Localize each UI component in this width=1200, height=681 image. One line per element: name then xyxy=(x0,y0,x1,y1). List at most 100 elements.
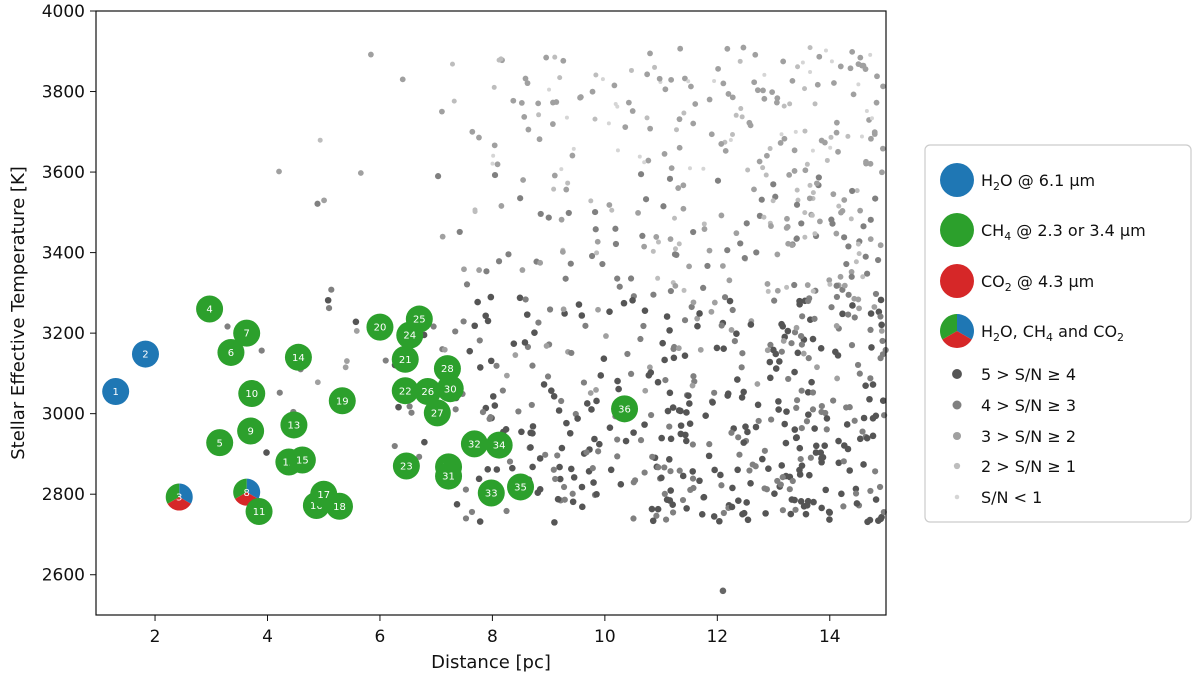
background-point xyxy=(783,224,790,231)
background-point xyxy=(569,152,576,159)
background-point xyxy=(408,409,415,416)
background-point xyxy=(747,480,754,487)
background-point xyxy=(857,207,864,214)
planet-number-label: 4 xyxy=(206,305,212,316)
background-point xyxy=(569,498,577,506)
background-point xyxy=(676,144,683,151)
background-point xyxy=(841,282,848,289)
background-point xyxy=(491,402,499,409)
background-point xyxy=(805,355,812,362)
background-point xyxy=(806,471,813,479)
planet-number-label: 8 xyxy=(244,488,250,499)
background-point xyxy=(701,166,706,171)
background-point xyxy=(774,251,781,258)
background-point xyxy=(729,94,736,101)
background-point xyxy=(683,505,690,512)
planet-marker xyxy=(284,343,312,371)
planet-number-label: 3 xyxy=(176,493,182,504)
background-point xyxy=(536,455,544,462)
background-point xyxy=(802,234,808,240)
background-point xyxy=(872,290,880,298)
background-point xyxy=(599,260,606,268)
background-point xyxy=(577,94,584,100)
planet-marker xyxy=(392,452,420,480)
background-point xyxy=(661,150,668,157)
background-point xyxy=(724,45,731,52)
background-point xyxy=(647,50,653,57)
background-point xyxy=(574,415,581,422)
planet-number-label: 35 xyxy=(514,483,527,494)
background-point xyxy=(739,510,746,518)
legend: H2O @ 6.1 µm CH4 @ 2.3 or 3.4 µm CO2 @ 4.3… xyxy=(924,144,1192,523)
background-point xyxy=(578,483,586,491)
background-point xyxy=(860,414,868,422)
background-point xyxy=(559,167,564,172)
background-point xyxy=(474,298,481,306)
background-point xyxy=(614,377,621,385)
y-tick-label: 4000 xyxy=(42,2,85,22)
pie-slice xyxy=(165,483,180,504)
background-point xyxy=(675,407,683,414)
background-point xyxy=(795,64,801,70)
background-point xyxy=(637,335,644,343)
background-point xyxy=(522,296,529,303)
background-point xyxy=(874,73,880,80)
background-point xyxy=(721,294,729,301)
background-point xyxy=(687,486,694,493)
planet-number-label: 7 xyxy=(244,329,250,340)
y-tick-label: 3600 xyxy=(42,163,85,183)
background-point xyxy=(687,166,692,171)
background-point xyxy=(510,340,518,347)
background-point xyxy=(818,408,825,416)
background-point xyxy=(867,310,875,317)
background-point xyxy=(263,449,270,456)
planet-number-label: 16 xyxy=(310,501,323,512)
planet-marker xyxy=(280,411,308,439)
background-point xyxy=(524,343,532,351)
background-point xyxy=(754,87,761,94)
background-point xyxy=(571,146,576,151)
background-point xyxy=(667,468,674,475)
x-tick-label: 10 xyxy=(594,627,616,647)
background-point xyxy=(641,421,648,428)
background-point xyxy=(603,333,609,339)
background-point xyxy=(833,129,840,136)
background-point xyxy=(752,423,760,431)
background-point xyxy=(712,79,717,84)
background-point xyxy=(711,466,718,474)
background-point xyxy=(799,313,806,320)
background-point xyxy=(675,345,682,352)
background-point xyxy=(650,248,656,254)
background-point xyxy=(506,458,514,465)
planet-marker xyxy=(328,387,356,415)
planet-number-label: 20 xyxy=(374,323,387,334)
background-point xyxy=(456,228,463,236)
background-point xyxy=(812,442,820,450)
background-point xyxy=(738,106,744,112)
background-point xyxy=(694,322,701,330)
background-point xyxy=(867,216,874,223)
background-point xyxy=(786,486,793,493)
legend-marker-sn xyxy=(952,369,962,379)
background-point xyxy=(761,214,767,220)
planet-marker xyxy=(206,429,234,457)
background-point xyxy=(609,207,615,213)
background-point xyxy=(851,314,858,321)
background-point xyxy=(832,348,839,356)
background-point xyxy=(877,355,884,362)
background-point xyxy=(662,86,669,93)
background-point xyxy=(641,243,648,250)
background-point xyxy=(752,51,759,58)
background-point xyxy=(789,77,796,84)
background-point xyxy=(818,403,825,410)
background-point xyxy=(836,203,842,209)
background-point xyxy=(688,303,695,311)
background-point xyxy=(744,516,752,524)
background-point xyxy=(739,350,746,357)
background-point xyxy=(588,406,595,413)
background-point xyxy=(325,304,333,312)
background-point xyxy=(382,357,389,364)
background-point xyxy=(441,346,448,353)
background-point xyxy=(751,79,758,86)
background-point xyxy=(718,212,725,219)
